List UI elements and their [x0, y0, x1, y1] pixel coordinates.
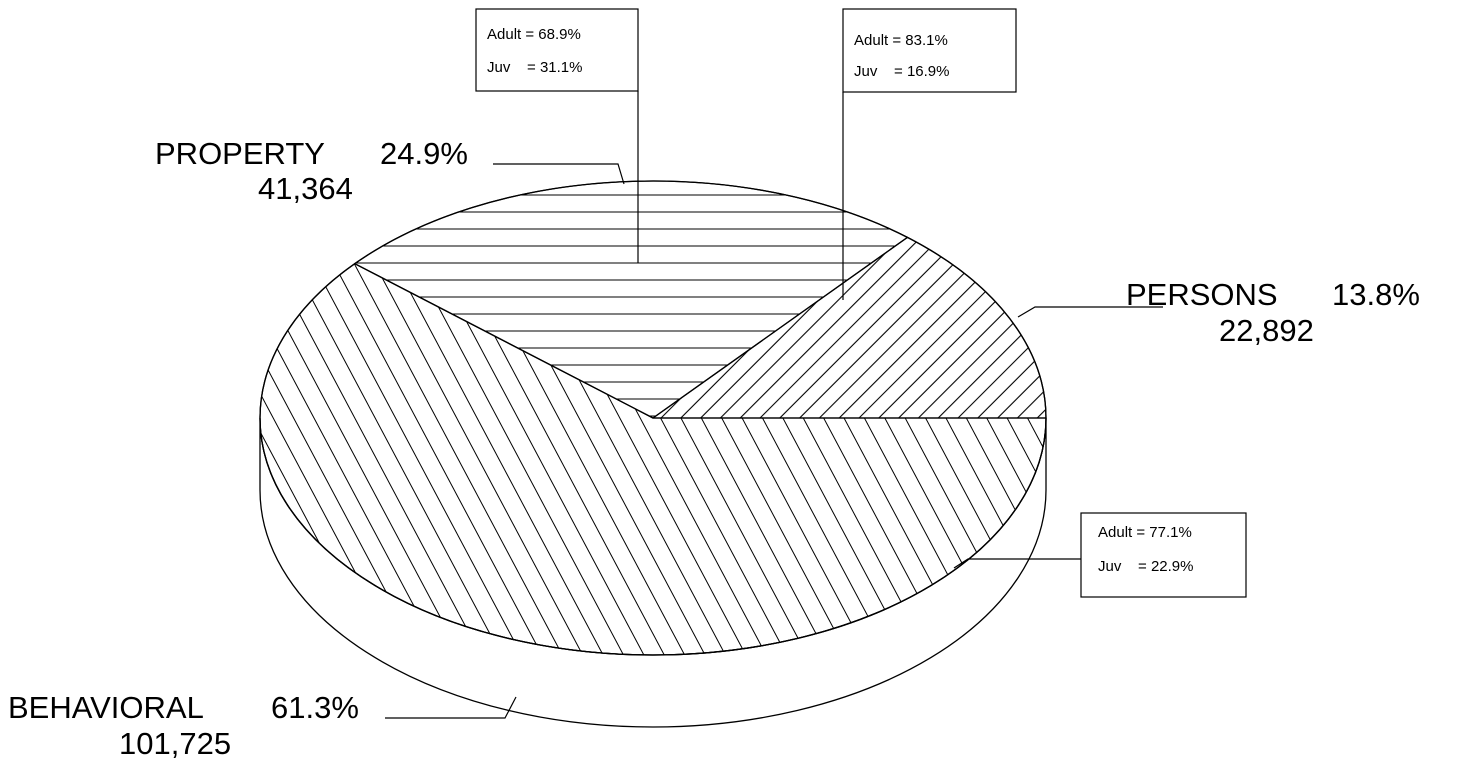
breakdown-juv-persons: Juv = 16.9% — [854, 63, 949, 80]
slice-label-behavioral: BEHAVIORAL 61.3% 101,725 — [8, 690, 359, 761]
slice-count-behavioral: 101,725 — [119, 726, 231, 761]
breakdown-adult-behavioral: Adult = 77.1% — [1098, 524, 1192, 541]
slice-label-persons: PERSONS 13.8% 22,892 — [1126, 277, 1420, 348]
breakdown-box-property: Adult = 68.9% Juv = 31.1% — [475, 8, 639, 92]
slice-name-behavioral: BEHAVIORAL — [8, 690, 204, 725]
breakdown-juv-property: Juv = 31.1% — [487, 59, 582, 76]
pie-rim — [259, 180, 1047, 656]
breakdown-box-persons: Adult = 83.1% Juv = 16.9% — [842, 8, 1017, 93]
slice-name-persons: PERSONS — [1126, 277, 1278, 312]
breakdown-adult-property: Adult = 68.9% — [487, 26, 581, 43]
breakdown-adult-persons: Adult = 83.1% — [854, 32, 948, 49]
leader-property-label — [493, 163, 625, 185]
breakdown-box-behavioral: Adult = 77.1% Juv = 22.9% — [1080, 512, 1247, 598]
slice-percent-behavioral: 61.3% — [271, 690, 359, 725]
slice-percent-property: 24.9% — [380, 136, 468, 171]
slice-count-property: 41,364 — [258, 171, 353, 206]
leader-persons-label — [1017, 306, 1163, 318]
leader-behavioral-label — [385, 696, 517, 719]
breakdown-juv-behavioral: Juv = 22.9% — [1098, 558, 1193, 575]
slice-count-persons: 22,892 — [1219, 313, 1314, 348]
slice-label-property: PROPERTY 24.9% 41,364 — [155, 136, 468, 206]
leader-behavioral-box — [953, 558, 1081, 569]
slice-name-property: PROPERTY — [155, 136, 325, 171]
leader-lines — [385, 91, 1163, 719]
pie-slices — [259, 180, 1047, 656]
slice-percent-persons: 13.8% — [1332, 277, 1420, 312]
